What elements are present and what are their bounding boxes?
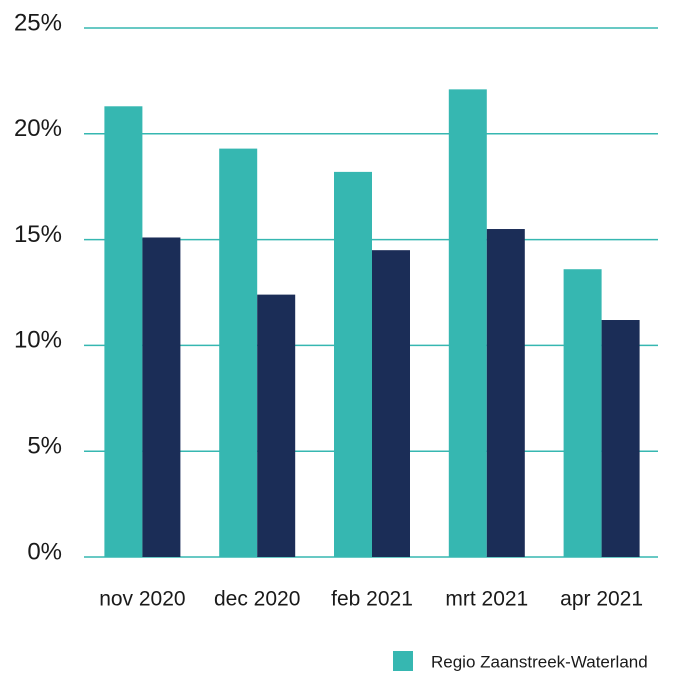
x-tick-label: mrt 2021	[445, 588, 528, 611]
legend-label: Regio Zaanstreek-Waterland	[431, 652, 648, 671]
y-tick-label: 15%	[14, 221, 62, 248]
legend-swatch	[393, 651, 413, 671]
y-tick-label: 25%	[14, 9, 62, 36]
y-tick-label: 20%	[14, 115, 62, 142]
x-tick-label: nov 2020	[99, 588, 185, 611]
bar	[601, 320, 640, 557]
y-tick-label: 10%	[14, 327, 62, 354]
bar	[104, 106, 143, 558]
bar	[563, 269, 602, 557]
x-tick-label: apr 2021	[560, 588, 643, 611]
bar	[142, 237, 181, 557]
bar	[334, 171, 372, 557]
bar	[372, 250, 410, 557]
x-tick-label: feb 2021	[331, 588, 413, 611]
bar	[257, 294, 296, 557]
y-tick-label: 0%	[27, 538, 62, 565]
y-tick-label: 5%	[27, 433, 62, 460]
x-tick-label: dec 2020	[214, 588, 300, 611]
bar	[219, 148, 258, 557]
bar	[448, 89, 487, 557]
bar	[486, 229, 525, 557]
